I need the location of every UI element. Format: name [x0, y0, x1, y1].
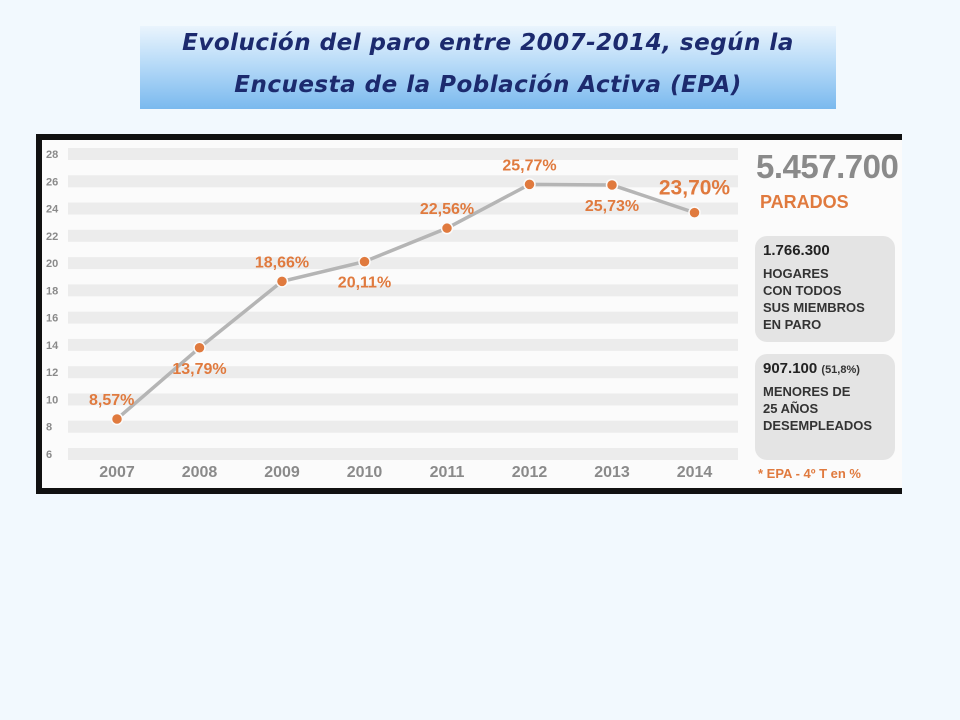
data-label: 25,73% — [585, 198, 639, 215]
gridline-band — [68, 366, 738, 379]
youth-value: 907.100 — [763, 360, 818, 377]
data-label: 18,66% — [255, 254, 309, 271]
x-tick-label: 2010 — [347, 464, 383, 481]
x-tick-label: 2013 — [594, 464, 630, 481]
series-line — [115, 182, 696, 421]
gridline-band — [68, 448, 738, 460]
data-point — [110, 412, 124, 426]
data-label: 22,56% — [420, 201, 474, 218]
y-tick-label: 8 — [46, 422, 52, 434]
data-point — [358, 255, 371, 268]
youth-box: 907.100 (51,8%) MENORES DE 25 AÑOS DESEM… — [755, 354, 895, 460]
youth-percentage: (51,8%) — [821, 364, 860, 376]
x-tick-label: 2011 — [430, 464, 465, 481]
x-tick-label: 2008 — [182, 464, 218, 481]
data-point — [193, 341, 206, 355]
line-chart: 6 8 10 12 14 16 18 20 22 24 26 28 2007 2008 2009 2010 20… — [46, 148, 738, 481]
gridline-band — [68, 202, 738, 215]
data-point — [605, 178, 619, 192]
data-label: 8,57% — [89, 392, 134, 409]
y-tick-label: 14 — [46, 340, 59, 352]
y-tick-label: 18 — [46, 285, 58, 297]
title-line-1: Evolución del paro entre 2007-2014, segú… — [182, 30, 794, 56]
gridline-band — [68, 338, 738, 351]
y-tick-label: 22 — [46, 231, 58, 243]
gridline-band — [68, 229, 738, 242]
data-label: 20,11% — [338, 275, 391, 292]
x-tick-label: 2012 — [512, 464, 548, 481]
gridline-band — [68, 257, 738, 270]
households-box: 1.766.300 HOGARES CON TODOS SUS MIEMBROS… — [755, 236, 895, 342]
gridline-band — [68, 420, 738, 433]
x-tick-label: 2014 — [677, 464, 713, 481]
data-label: 23,70% — [659, 177, 731, 200]
youth-description: MENORES DE 25 AÑOS DESEMPLEADOS — [763, 384, 873, 433]
gridline-band — [68, 284, 738, 297]
gridline-band — [68, 175, 738, 188]
x-tick-label: 2007 — [99, 464, 135, 481]
chart-panel: 6 8 10 12 14 16 18 20 22 24 26 28 2007 2008 2009 2010 20… — [42, 140, 902, 488]
chart-frame: 6 8 10 12 14 16 18 20 22 24 26 28 2007 2008 2009 2010 20… — [36, 134, 902, 494]
y-tick-label: 26 — [46, 176, 58, 188]
y-tick-label: 12 — [46, 367, 58, 379]
gridline-band — [68, 148, 738, 160]
data-point — [688, 206, 701, 219]
data-point — [440, 221, 454, 235]
data-label: 13,79% — [172, 361, 226, 378]
y-tick-label: 28 — [46, 149, 58, 161]
title-line-2: Encuesta de la Población Activa (EPA) — [234, 72, 742, 98]
households-value: 1.766.300 — [763, 242, 830, 259]
y-tick-label: 6 — [46, 449, 52, 461]
youth-value-row: 907.100 (51,8%) — [763, 360, 887, 377]
y-tick-label: 20 — [46, 258, 58, 270]
total-unemployed-value: 5.457.700 — [756, 148, 899, 185]
y-tick-label: 10 — [46, 394, 58, 406]
y-tick-label: 24 — [46, 204, 59, 216]
gridline-band — [68, 393, 738, 406]
total-unemployed-label: PARADOS — [760, 192, 849, 212]
data-point — [275, 275, 289, 288]
gridline-band — [68, 311, 738, 324]
data-point — [523, 178, 536, 191]
data-label: 25,77% — [502, 157, 556, 174]
x-tick-label: 2009 — [264, 464, 300, 481]
y-tick-label: 16 — [46, 313, 58, 325]
source-footnote: * EPA - 4º T en % — [758, 466, 861, 481]
title-banner: Evolución del paro entre 2007-2014, segú… — [140, 26, 836, 109]
households-description: HOGARES CON TODOS SUS MIEMBROS EN PARO — [763, 266, 865, 332]
